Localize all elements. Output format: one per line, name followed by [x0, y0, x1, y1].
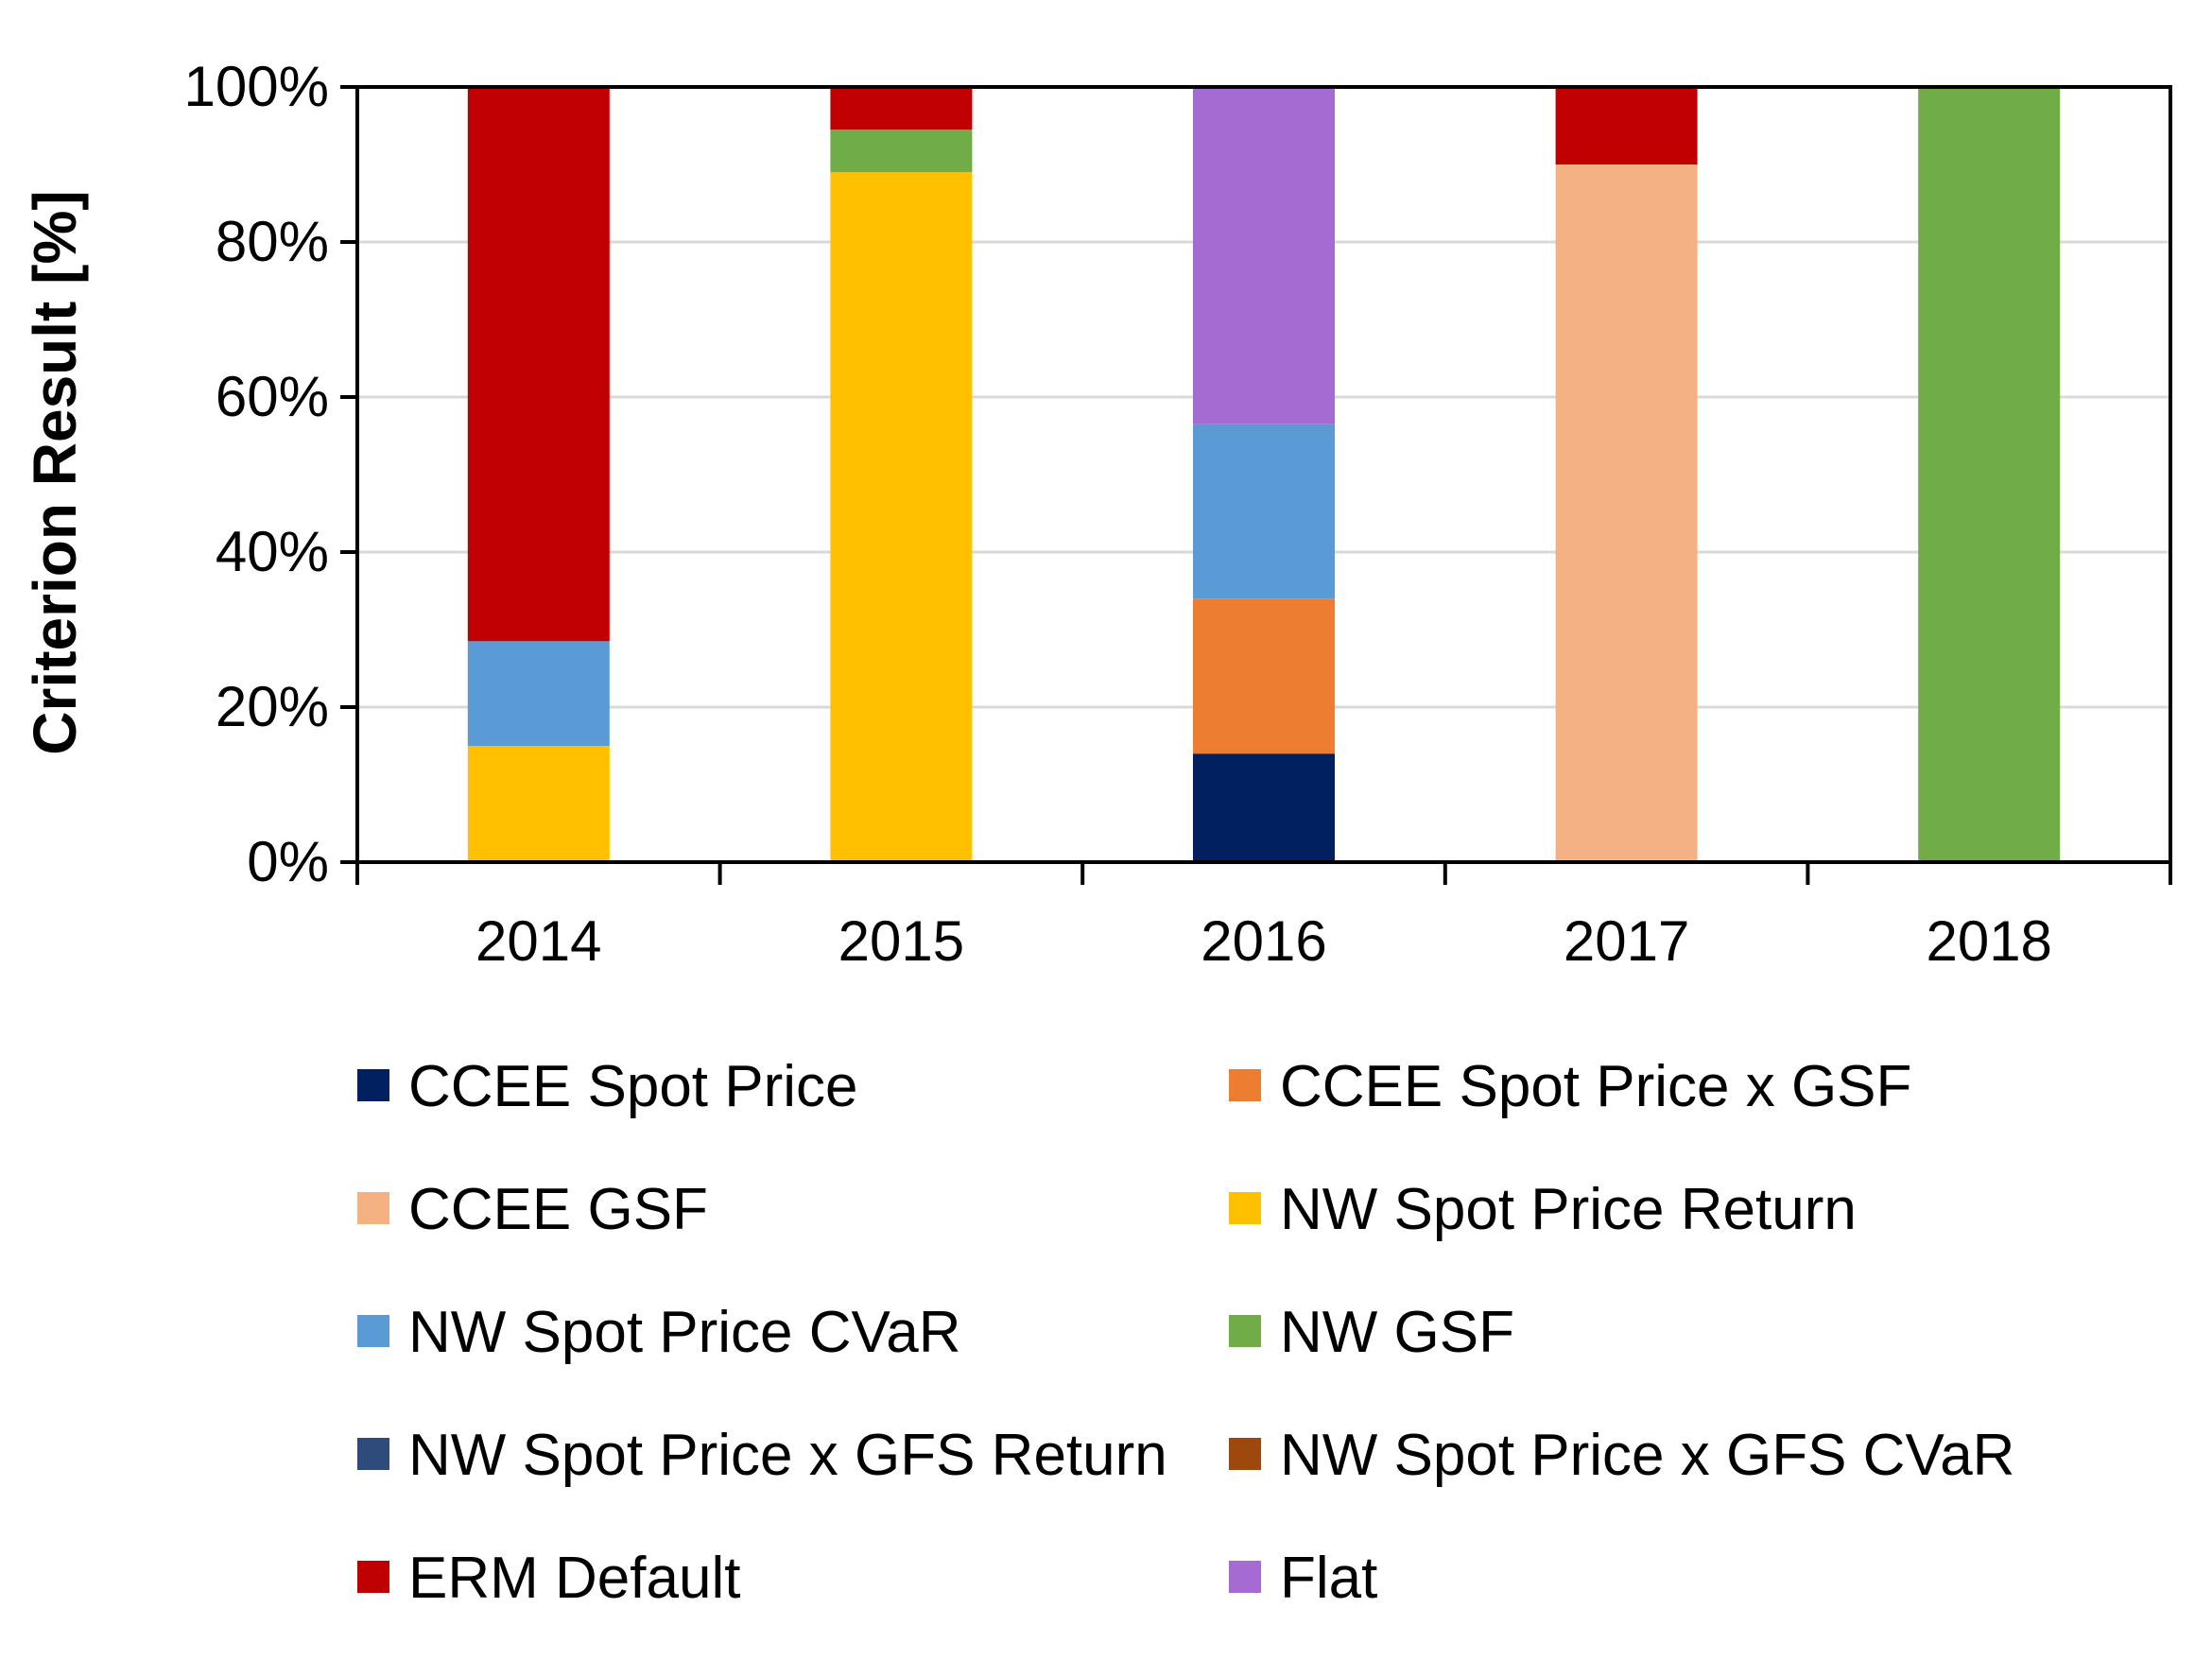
legend-item-3: NW Spot Price Return: [1229, 1177, 1857, 1242]
legend: CCEE Spot Price CCEE Spot Price x GSF CCEE…: [357, 1054, 2014, 1611]
legend-item-8: ERM Default: [357, 1546, 740, 1611]
legend-swatch-3: [1229, 1192, 1261, 1224]
x-tick-label-2016: 2016: [1201, 909, 1326, 973]
legend-swatch-6: [357, 1438, 389, 1470]
bar-2016-series-4: [1193, 424, 1335, 599]
legend-item-0: CCEE Spot Price: [357, 1054, 858, 1119]
x-tick-label-2018: 2018: [1926, 909, 2051, 973]
x-tick-label-2017: 2017: [1564, 909, 1689, 973]
plot-frame: [355, 85, 2172, 864]
y-tick-label-5: 100%: [184, 55, 329, 118]
legend-swatch-1: [1229, 1069, 1261, 1101]
legend-label-3: NW Spot Price Return: [1280, 1177, 1857, 1242]
legend-swatch-4: [357, 1315, 389, 1347]
bar-2015-series-5: [830, 130, 973, 173]
legend-item-2: CCEE GSF: [357, 1177, 708, 1242]
bar-2014-series-3: [467, 746, 610, 862]
legend-item-7: NW Spot Price x GFS CVaR: [1229, 1423, 2014, 1488]
y-axis-title: Criterion Result [%]: [21, 190, 89, 754]
bar-2016-series-1: [1193, 598, 1335, 754]
legend-label-1: CCEE Spot Price x GSF: [1280, 1054, 1911, 1119]
bar-2015-series-8: [830, 87, 973, 130]
legend-swatch-5: [1229, 1315, 1261, 1347]
legend-item-6: NW Spot Price x GFS Return: [357, 1423, 1167, 1488]
x-tick-label-2014: 2014: [475, 909, 601, 973]
legend-label-5: NW GSF: [1280, 1300, 1514, 1365]
legend-swatch-8: [357, 1561, 389, 1593]
x-tick-label-2015: 2015: [838, 909, 964, 973]
x-tick-labels: 2014 2015 2016 2017 2018: [475, 909, 2052, 973]
legend-label-6: NW Spot Price x GFS Return: [408, 1423, 1167, 1488]
bar-2017-series-2: [1555, 164, 1698, 862]
legend-label-0: CCEE Spot Price: [408, 1054, 858, 1119]
legend-swatch-0: [357, 1069, 389, 1101]
legend-item-9: Flat: [1229, 1546, 1377, 1611]
bar-2014-series-4: [467, 641, 610, 746]
legend-swatch-9: [1229, 1561, 1261, 1593]
legend-item-5: NW GSF: [1229, 1300, 1514, 1365]
legend-label-9: Flat: [1280, 1546, 1377, 1611]
y-tick-label-4: 80%: [216, 210, 329, 273]
legend-label-2: CCEE GSF: [408, 1177, 708, 1242]
y-tick-labels: 0% 20% 40% 60% 80% 100%: [184, 55, 329, 893]
bar-2018-series-5: [1918, 87, 2061, 862]
legend-label-4: NW Spot Price CVaR: [408, 1300, 961, 1365]
bar-2016-series-9: [1193, 87, 1335, 424]
legend-swatch-2: [357, 1192, 389, 1224]
bar-2016-series-0: [1193, 753, 1335, 862]
legend-label-8: ERM Default: [408, 1546, 740, 1611]
axes: [340, 85, 2172, 885]
y-tick-label-2: 40%: [216, 520, 329, 583]
bar-2014-series-8: [467, 87, 610, 642]
legend-swatch-7: [1229, 1438, 1261, 1470]
legend-item-1: CCEE Spot Price x GSF: [1229, 1054, 1911, 1119]
legend-item-4: NW Spot Price CVaR: [357, 1300, 961, 1365]
y-tick-label-3: 60%: [216, 365, 329, 428]
bars: [467, 87, 2061, 862]
bar-2017-series-8: [1555, 87, 1698, 164]
y-tick-label-0: 0%: [247, 830, 329, 893]
bar-2015-series-3: [830, 172, 973, 862]
y-tick-label-1: 20%: [216, 675, 329, 738]
legend-label-7: NW Spot Price x GFS CVaR: [1280, 1423, 2014, 1488]
